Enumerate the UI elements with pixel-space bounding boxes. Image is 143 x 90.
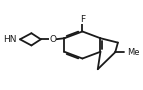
Text: F: F [80,15,85,24]
Text: O: O [49,35,56,44]
Text: Me: Me [127,48,139,57]
Text: HN: HN [3,35,17,44]
